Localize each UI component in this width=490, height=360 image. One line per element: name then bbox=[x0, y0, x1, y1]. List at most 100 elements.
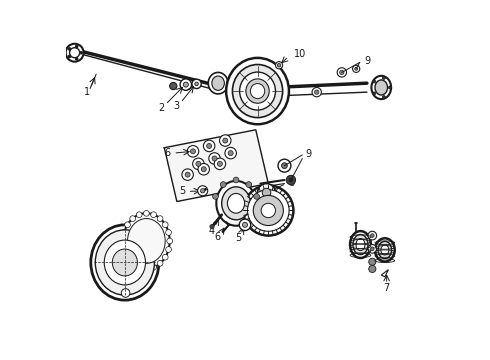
Text: 9: 9 bbox=[305, 149, 311, 159]
Circle shape bbox=[373, 80, 376, 83]
Ellipse shape bbox=[212, 76, 224, 90]
Circle shape bbox=[198, 163, 210, 175]
Circle shape bbox=[315, 90, 319, 94]
Circle shape bbox=[68, 48, 71, 50]
Circle shape bbox=[262, 188, 271, 197]
Ellipse shape bbox=[95, 230, 154, 295]
Circle shape bbox=[212, 156, 217, 161]
Text: 1: 1 bbox=[84, 87, 90, 97]
Circle shape bbox=[66, 44, 84, 62]
Ellipse shape bbox=[112, 249, 137, 276]
Polygon shape bbox=[227, 80, 231, 86]
Circle shape bbox=[286, 175, 295, 185]
Circle shape bbox=[282, 163, 287, 168]
Circle shape bbox=[157, 260, 163, 266]
Circle shape bbox=[193, 158, 204, 170]
Ellipse shape bbox=[356, 238, 365, 251]
Text: 10: 10 bbox=[294, 49, 306, 59]
Ellipse shape bbox=[216, 181, 256, 226]
Circle shape bbox=[312, 87, 321, 97]
Circle shape bbox=[200, 189, 205, 193]
Circle shape bbox=[136, 264, 142, 270]
Circle shape bbox=[166, 230, 171, 235]
Polygon shape bbox=[164, 130, 269, 202]
Circle shape bbox=[122, 230, 127, 235]
Ellipse shape bbox=[221, 187, 250, 220]
Ellipse shape bbox=[232, 64, 283, 118]
Text: 9: 9 bbox=[364, 56, 370, 66]
Ellipse shape bbox=[381, 245, 389, 255]
Circle shape bbox=[75, 57, 78, 60]
Ellipse shape bbox=[246, 79, 269, 103]
Ellipse shape bbox=[353, 234, 368, 255]
Circle shape bbox=[130, 260, 136, 266]
Circle shape bbox=[130, 216, 136, 221]
Circle shape bbox=[122, 289, 130, 297]
Text: 6: 6 bbox=[165, 148, 171, 158]
Circle shape bbox=[68, 55, 71, 58]
Circle shape bbox=[166, 247, 171, 252]
Circle shape bbox=[373, 92, 376, 95]
Text: 7: 7 bbox=[384, 283, 390, 293]
Circle shape bbox=[370, 234, 374, 237]
Circle shape bbox=[192, 79, 201, 89]
Ellipse shape bbox=[127, 219, 165, 264]
Ellipse shape bbox=[371, 76, 391, 99]
Circle shape bbox=[228, 150, 233, 156]
Circle shape bbox=[355, 67, 358, 70]
Circle shape bbox=[136, 212, 142, 217]
Ellipse shape bbox=[378, 241, 392, 258]
Circle shape bbox=[254, 194, 260, 199]
Text: 6: 6 bbox=[214, 232, 220, 242]
Circle shape bbox=[233, 177, 239, 183]
Circle shape bbox=[239, 219, 251, 230]
Circle shape bbox=[162, 254, 168, 260]
Circle shape bbox=[122, 247, 127, 252]
Circle shape bbox=[220, 135, 231, 146]
Circle shape bbox=[340, 70, 344, 75]
Circle shape bbox=[80, 51, 82, 54]
Circle shape bbox=[383, 76, 385, 79]
Circle shape bbox=[75, 45, 78, 48]
Polygon shape bbox=[381, 270, 389, 277]
Circle shape bbox=[210, 225, 214, 229]
Circle shape bbox=[170, 82, 177, 90]
Circle shape bbox=[220, 182, 226, 188]
Circle shape bbox=[223, 138, 228, 143]
Ellipse shape bbox=[240, 72, 275, 110]
Circle shape bbox=[183, 82, 188, 87]
Circle shape bbox=[187, 145, 199, 157]
Circle shape bbox=[209, 153, 221, 164]
Text: 3: 3 bbox=[174, 102, 180, 112]
Circle shape bbox=[275, 62, 283, 69]
Circle shape bbox=[353, 65, 360, 72]
Circle shape bbox=[278, 159, 291, 172]
Circle shape bbox=[151, 212, 156, 217]
Circle shape bbox=[368, 231, 377, 240]
Circle shape bbox=[120, 238, 126, 244]
Ellipse shape bbox=[227, 193, 245, 213]
Circle shape bbox=[258, 184, 275, 202]
Ellipse shape bbox=[375, 80, 388, 95]
Circle shape bbox=[389, 86, 392, 89]
Circle shape bbox=[157, 216, 163, 221]
Circle shape bbox=[182, 169, 194, 180]
Circle shape bbox=[368, 258, 376, 265]
Circle shape bbox=[368, 265, 376, 273]
Circle shape bbox=[124, 254, 130, 260]
Text: 4: 4 bbox=[209, 226, 215, 236]
Ellipse shape bbox=[226, 58, 289, 124]
Circle shape bbox=[151, 264, 156, 270]
Circle shape bbox=[370, 247, 374, 251]
Circle shape bbox=[337, 68, 346, 77]
Ellipse shape bbox=[350, 231, 371, 258]
Ellipse shape bbox=[123, 213, 170, 269]
Ellipse shape bbox=[104, 240, 146, 285]
Circle shape bbox=[167, 238, 172, 244]
Circle shape bbox=[70, 48, 80, 58]
Ellipse shape bbox=[250, 84, 265, 99]
Ellipse shape bbox=[375, 238, 395, 262]
Ellipse shape bbox=[208, 72, 228, 94]
Circle shape bbox=[144, 266, 149, 271]
Text: 8: 8 bbox=[289, 177, 295, 188]
